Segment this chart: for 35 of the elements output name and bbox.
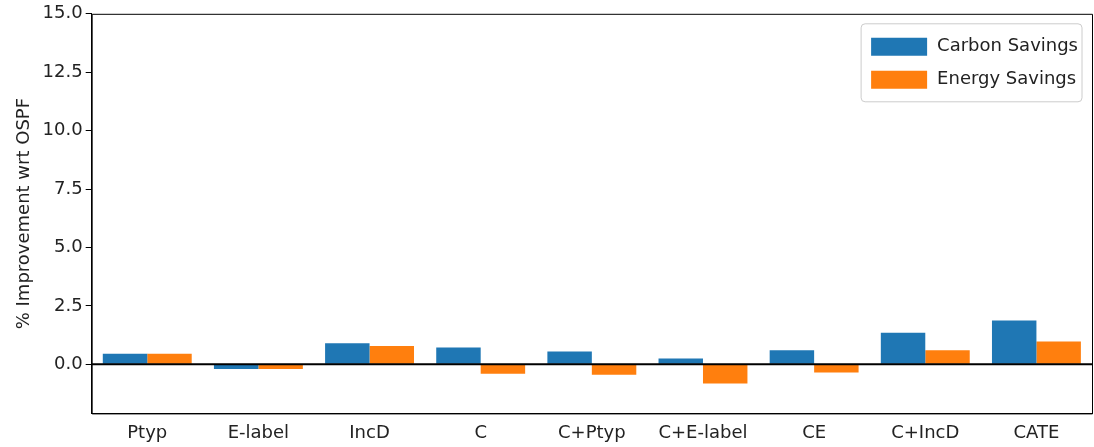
y-tick-label: 15.0 — [42, 1, 83, 23]
y-tick-label: 0.0 — [54, 352, 83, 373]
x-tick-label: CE — [802, 420, 827, 442]
x-tick-label: C+Ptyp — [558, 420, 626, 442]
bar — [769, 350, 815, 364]
bar — [702, 364, 748, 384]
bar — [591, 364, 637, 375]
bar — [814, 364, 859, 373]
x-tick-label: E-label — [227, 420, 290, 442]
bar — [147, 353, 192, 364]
bar — [880, 332, 926, 364]
y-tick-label: 12.5 — [42, 59, 83, 81]
y-axis-title: % Improvement wrt OSPF — [12, 97, 34, 330]
bar — [369, 346, 414, 364]
y-tick-label: 10.0 — [42, 118, 83, 140]
legend-label: Carbon Savings — [937, 34, 1078, 56]
x-tick-label: IncD — [349, 420, 390, 442]
x-tick-label: C — [474, 420, 487, 442]
bar — [436, 347, 481, 364]
bar — [1036, 341, 1081, 364]
bar — [258, 364, 303, 369]
x-tick-label: C+E-label — [658, 420, 748, 442]
y-tick-label: 7.5 — [54, 176, 83, 198]
x-tick-label: C+IncD — [891, 420, 960, 442]
bar — [325, 343, 370, 364]
bar — [213, 364, 259, 369]
y-tick-label: 5.0 — [54, 235, 83, 257]
bar — [991, 320, 1037, 364]
x-tick-label: CATE — [1013, 420, 1060, 442]
legend-label: Energy Savings — [937, 67, 1077, 89]
bar — [480, 364, 526, 374]
bar — [925, 350, 970, 364]
bar — [547, 351, 592, 364]
y-tick-label: 2.5 — [54, 293, 83, 315]
x-tick-label: Ptyp — [127, 420, 168, 442]
